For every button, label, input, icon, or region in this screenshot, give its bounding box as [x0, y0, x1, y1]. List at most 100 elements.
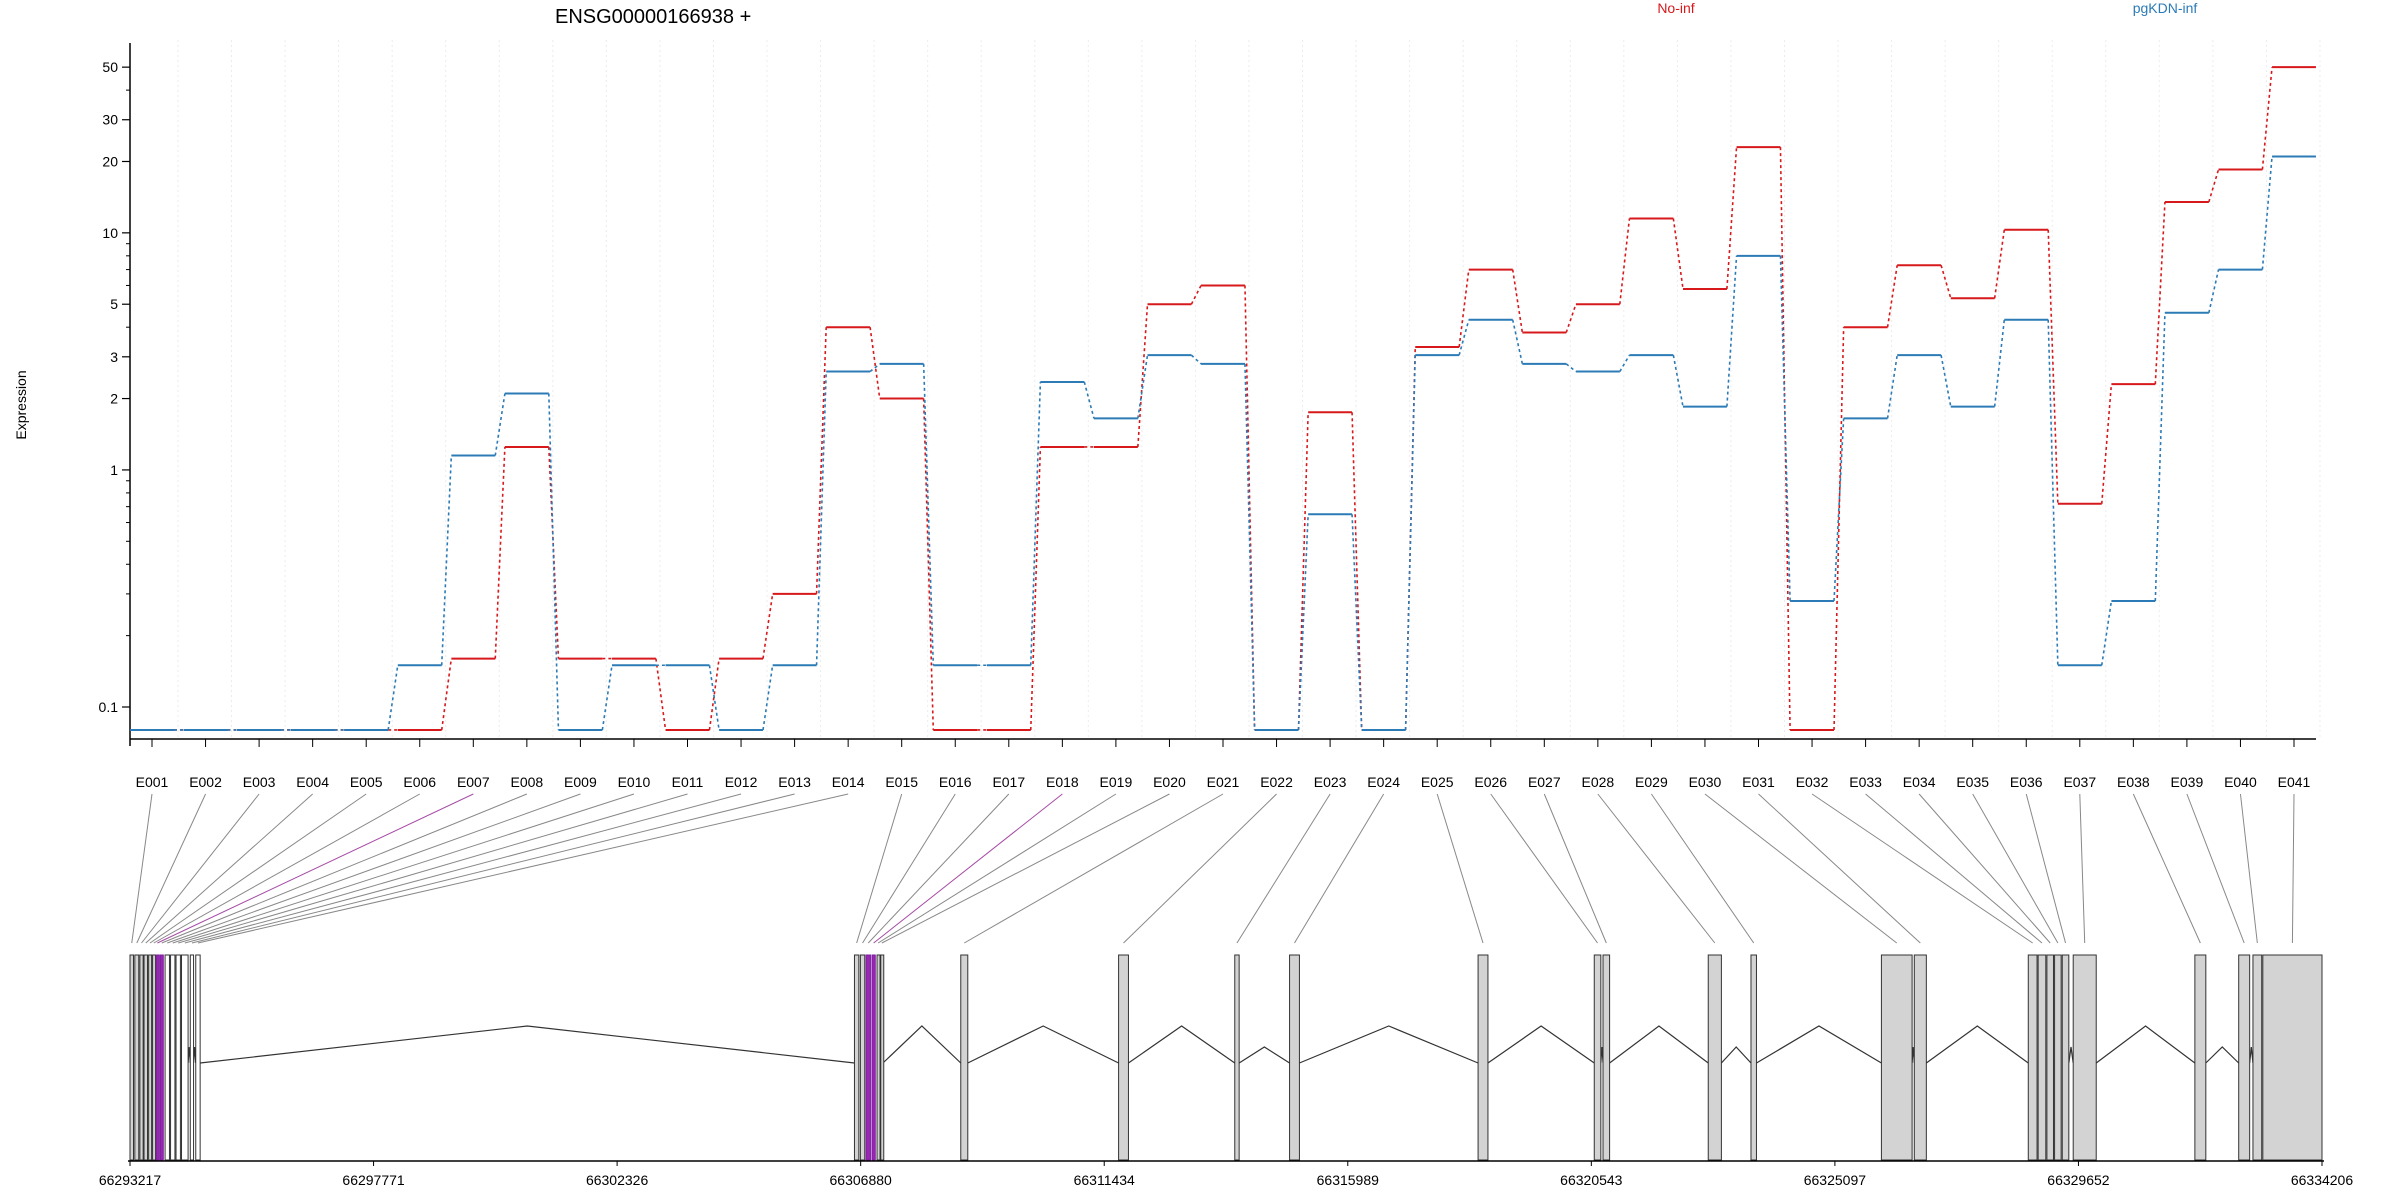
intron-line: [1299, 1025, 1479, 1064]
exon-connector: [178, 793, 688, 944]
exon-box: [1750, 954, 1757, 1161]
exon-connector: [856, 793, 903, 944]
exon-box: [2238, 954, 2251, 1161]
exon-tick-label: E032: [1796, 774, 1829, 790]
exon-connector: [184, 793, 742, 944]
intron-line: [2249, 1046, 2254, 1064]
exon-connector: [1865, 793, 2043, 944]
y-tick-label: 3: [110, 349, 118, 365]
exon-tick-label: E028: [1581, 774, 1614, 790]
coord-label: 66320543: [1560, 1172, 1623, 1188]
exon-connector: [1918, 793, 2051, 944]
series-connector: [922, 398, 935, 730]
series-connector: [1779, 255, 1791, 602]
exon-connector: [1123, 793, 1277, 944]
exon-connector: [157, 793, 474, 944]
series-connector: [1137, 304, 1149, 448]
series-connector: [815, 371, 827, 666]
exon-box: [859, 954, 866, 1161]
series-connector: [2154, 201, 2166, 385]
series-connector: [548, 446, 560, 659]
intron-line: [1720, 1046, 1752, 1064]
series-connector: [2100, 600, 2113, 666]
exon-box: [155, 954, 160, 1161]
coord-label: 66297771: [342, 1172, 405, 1188]
series-connector: [1993, 319, 2006, 407]
intron-line: [882, 1025, 962, 1064]
exon-tick-label: E001: [136, 774, 169, 790]
series-connector: [2208, 169, 2220, 203]
exon-tick-label: E036: [2010, 774, 2043, 790]
series-connector: [1993, 229, 2006, 299]
exon-connector: [136, 793, 207, 944]
exon-tick-label: E002: [189, 774, 222, 790]
coord-label: 66311434: [1074, 1172, 1135, 1188]
exon-connector: [197, 793, 849, 944]
exon-connector: [1972, 793, 2059, 944]
series-connector: [601, 665, 613, 731]
exon-tick-label: E010: [618, 774, 651, 790]
y-tick-label: 5: [110, 296, 118, 312]
exon-tick-label: E019: [1100, 774, 1133, 790]
series-connector: [440, 455, 453, 666]
exon-tick-label: E004: [296, 774, 329, 790]
series-connector: [708, 665, 720, 731]
y-tick-label: 10: [102, 225, 118, 241]
exon-box: [960, 954, 969, 1161]
exon-tick-label: E037: [2063, 774, 2096, 790]
exon-connector: [167, 793, 581, 944]
exon-tick-label: E013: [778, 774, 811, 790]
x-axis: E001 E002 E003 E004 E005 E006 E007 E008 E009 E010…: [130, 738, 2316, 790]
exon-connector: [881, 793, 1170, 944]
series-connector: [1726, 255, 1738, 407]
exon-box: [1913, 954, 1927, 1161]
series-connector: [2047, 229, 2059, 504]
exon-tick-label: E012: [725, 774, 758, 790]
y-tick-label: 0.1: [99, 699, 119, 715]
exon-box: [2027, 954, 2038, 1161]
exon-connector: [1758, 793, 1921, 944]
exon-connector: [161, 793, 528, 944]
series-connector: [1244, 363, 1256, 730]
exon-tick-label: E039: [2171, 774, 2204, 790]
series-connector: [1833, 327, 1845, 730]
series-connector: [1565, 363, 1577, 373]
exon-box: [865, 954, 871, 1161]
exon-box: [871, 954, 876, 1161]
exon-box: [2046, 954, 2054, 1161]
exon-connector: [1490, 793, 1598, 944]
exon-connector: [1436, 793, 1484, 944]
series-connector: [708, 658, 720, 731]
exon-box: [148, 954, 153, 1161]
exon-tick-label: E022: [1260, 774, 1293, 790]
exon-connector: [191, 793, 795, 944]
exon-connector: [2291, 793, 2295, 944]
exon-tick-label: E011: [672, 774, 704, 790]
exon-box: [1118, 954, 1129, 1161]
exon-tick-label: E034: [1903, 774, 1936, 790]
exon-connector: [2186, 793, 2245, 944]
series-connector: [2100, 384, 2113, 504]
series-connector: [922, 363, 935, 666]
intron-line: [1487, 1025, 1595, 1064]
exon-box: [1593, 954, 1602, 1161]
exon-tick-label: E016: [939, 774, 972, 790]
series-connector: [1458, 269, 1470, 348]
y-tick-label: 30: [102, 112, 118, 128]
series-connector: [1511, 319, 1524, 365]
series-connector: [2047, 319, 2059, 666]
exon-tick-label: E003: [243, 774, 276, 790]
exon-box: [2037, 954, 2047, 1161]
series-connector: [762, 593, 774, 659]
exon-connector: [1294, 793, 1385, 944]
exon-connectors: [131, 793, 2295, 944]
coord-label: 66306880: [830, 1172, 893, 1188]
intron-line: [200, 1025, 855, 1064]
series-connector: [1404, 355, 1417, 730]
exon-box: [2252, 954, 2263, 1161]
exon-box: [1477, 954, 1489, 1161]
intron-line: [967, 1025, 1119, 1064]
exon-connector: [1811, 793, 2033, 944]
exon-connector: [867, 793, 1010, 944]
